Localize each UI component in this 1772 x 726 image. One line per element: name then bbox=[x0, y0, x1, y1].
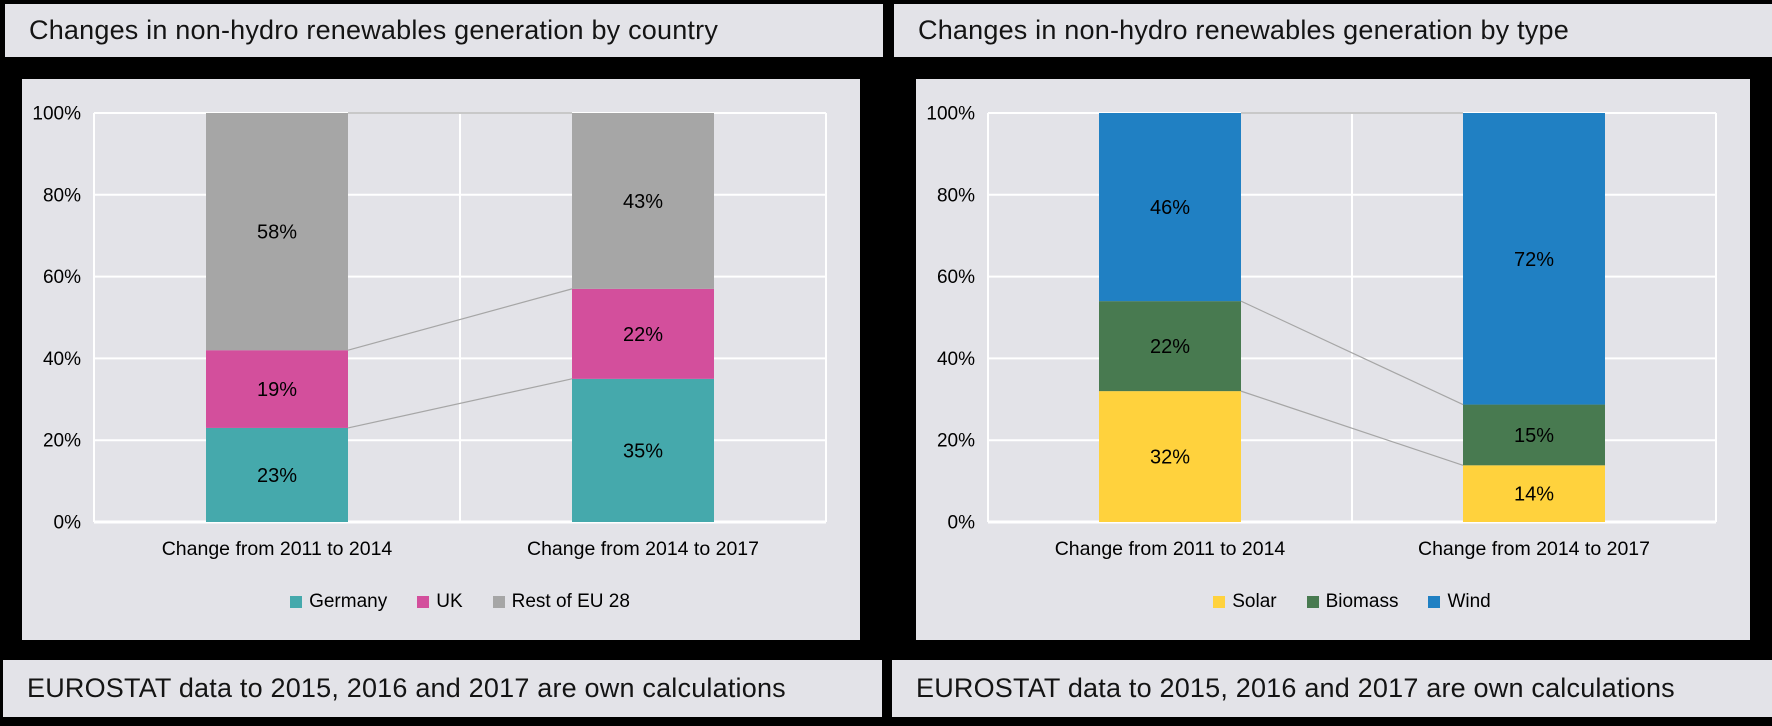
bar-segment-germany bbox=[572, 378, 714, 522]
y-axis-tick-label: 20% bbox=[43, 431, 81, 452]
y-axis-tick-label: 100% bbox=[926, 104, 975, 125]
chart-canvas: 0% 20% 40% 60% 80% 100% 23% 19% 58% Change from 2… bbox=[32, 104, 827, 560]
y-axis-tick-label: 40% bbox=[937, 349, 975, 370]
series-connector-line-biomass bbox=[1240, 300, 1464, 406]
legend-label: Wind bbox=[1447, 591, 1491, 612]
stacked-bar-chart-by-country: 0% 20% 40% 60% 80% 100% 23% 19% 58% Change from 2… bbox=[22, 79, 860, 640]
legend-marker-rest-of-eu-28 bbox=[492, 596, 505, 608]
chart-legend: Solar Biomass Wind bbox=[988, 591, 1716, 613]
category-label: Change from 2011 to 2014 bbox=[1055, 538, 1286, 560]
bar-segment-wind bbox=[1099, 113, 1241, 302]
bar-segment-uk bbox=[572, 288, 714, 379]
chart-legend: Germany UK Rest of EU 28 bbox=[94, 591, 826, 613]
legend-item-uk: UK bbox=[417, 591, 463, 613]
chart-footnote-bar: EUROSTAT data to 2015, 2016 and 2017 are… bbox=[3, 660, 882, 717]
bar-segment-germany bbox=[206, 427, 348, 522]
category-label: Change from 2014 to 2017 bbox=[527, 538, 759, 560]
data-label: 19% bbox=[257, 379, 297, 401]
legend-label: UK bbox=[436, 591, 463, 612]
data-label: 32% bbox=[1150, 447, 1190, 469]
y-axis-tick-label: 80% bbox=[43, 185, 81, 206]
chart-footnote-text: EUROSTAT data to 2015, 2016 and 2017 are… bbox=[27, 673, 786, 703]
data-label: 58% bbox=[257, 222, 297, 244]
legend-marker-germany bbox=[290, 596, 303, 608]
series-connector-line-germany bbox=[347, 378, 573, 429]
legend-item-rest-of-eu-28: Rest of EU 28 bbox=[492, 591, 630, 613]
bar-segment-rest-of-eu-28 bbox=[206, 113, 348, 351]
y-axis-tick-label: 40% bbox=[43, 349, 81, 370]
legend-label: Germany bbox=[309, 591, 388, 612]
series-connector-line-uk bbox=[347, 288, 573, 351]
legend-marker-uk bbox=[417, 596, 430, 608]
legend-label: Solar bbox=[1232, 591, 1277, 612]
stacked-bar-chart-by-type: 0% 20% 40% 60% 80% 100% 32% 22% 46% Change from 2… bbox=[916, 79, 1750, 640]
legend-marker-wind bbox=[1428, 596, 1441, 608]
y-axis-tick-label: 0% bbox=[54, 513, 82, 534]
y-axis-tick-label: 0% bbox=[948, 513, 976, 534]
bar-segment-wind bbox=[1463, 113, 1605, 405]
bar-segment-rest-of-eu-28 bbox=[572, 113, 714, 289]
y-axis-tick-label: 60% bbox=[937, 267, 975, 288]
data-label: 15% bbox=[1514, 425, 1554, 447]
legend-item-germany: Germany bbox=[290, 591, 387, 613]
legend-item-biomass: Biomass bbox=[1306, 591, 1399, 613]
bar-segment-solar bbox=[1463, 465, 1605, 522]
data-label: 72% bbox=[1514, 249, 1554, 271]
chart-title-bar: Changes in non-hydro renewables generati… bbox=[894, 4, 1772, 57]
chart-panel: 0% 20% 40% 60% 80% 100% 32% 22% 46% Change from 2… bbox=[916, 79, 1750, 640]
chart-title-bar: Changes in non-hydro renewables generati… bbox=[5, 4, 883, 57]
data-label: 22% bbox=[1150, 336, 1190, 358]
bar-segment-biomass bbox=[1099, 301, 1241, 392]
bar-segment-uk bbox=[206, 350, 348, 428]
category-label: Change from 2014 to 2017 bbox=[1418, 538, 1650, 560]
data-label: 23% bbox=[257, 465, 297, 487]
chart-title-text: Changes in non-hydro renewables generati… bbox=[918, 15, 1569, 45]
y-axis-tick-label: 100% bbox=[32, 104, 81, 125]
chart-title-text: Changes in non-hydro renewables generati… bbox=[29, 15, 719, 45]
y-axis-tick-label: 80% bbox=[937, 185, 975, 206]
category-label: Change from 2011 to 2014 bbox=[162, 538, 393, 560]
y-axis-tick-label: 20% bbox=[937, 431, 975, 452]
chart-canvas: 0% 20% 40% 60% 80% 100% 32% 22% 46% Change from 2… bbox=[926, 104, 1717, 560]
bar-segment-biomass bbox=[1463, 404, 1605, 466]
data-label: 46% bbox=[1150, 197, 1190, 219]
chart-panel: 0% 20% 40% 60% 80% 100% 23% 19% 58% Change from 2… bbox=[22, 79, 860, 640]
legend-label: Rest of EU 28 bbox=[511, 591, 630, 612]
series-connector-line-solar bbox=[1240, 390, 1464, 466]
legend-item-wind: Wind bbox=[1428, 591, 1491, 613]
bar-segment-solar bbox=[1099, 391, 1241, 522]
chart-footnote-bar: EUROSTAT data to 2015, 2016 and 2017 are… bbox=[892, 660, 1772, 717]
y-axis-tick-label: 60% bbox=[43, 267, 81, 288]
legend-label: Biomass bbox=[1325, 591, 1399, 612]
legend-marker-biomass bbox=[1306, 596, 1319, 608]
legend-marker-solar bbox=[1213, 596, 1226, 608]
data-label: 22% bbox=[623, 324, 663, 346]
data-label: 43% bbox=[623, 191, 663, 213]
data-label: 14% bbox=[1514, 484, 1554, 506]
data-label: 35% bbox=[623, 440, 663, 462]
legend-item-solar: Solar bbox=[1213, 591, 1277, 613]
chart-footnote-text: EUROSTAT data to 2015, 2016 and 2017 are… bbox=[916, 673, 1675, 703]
